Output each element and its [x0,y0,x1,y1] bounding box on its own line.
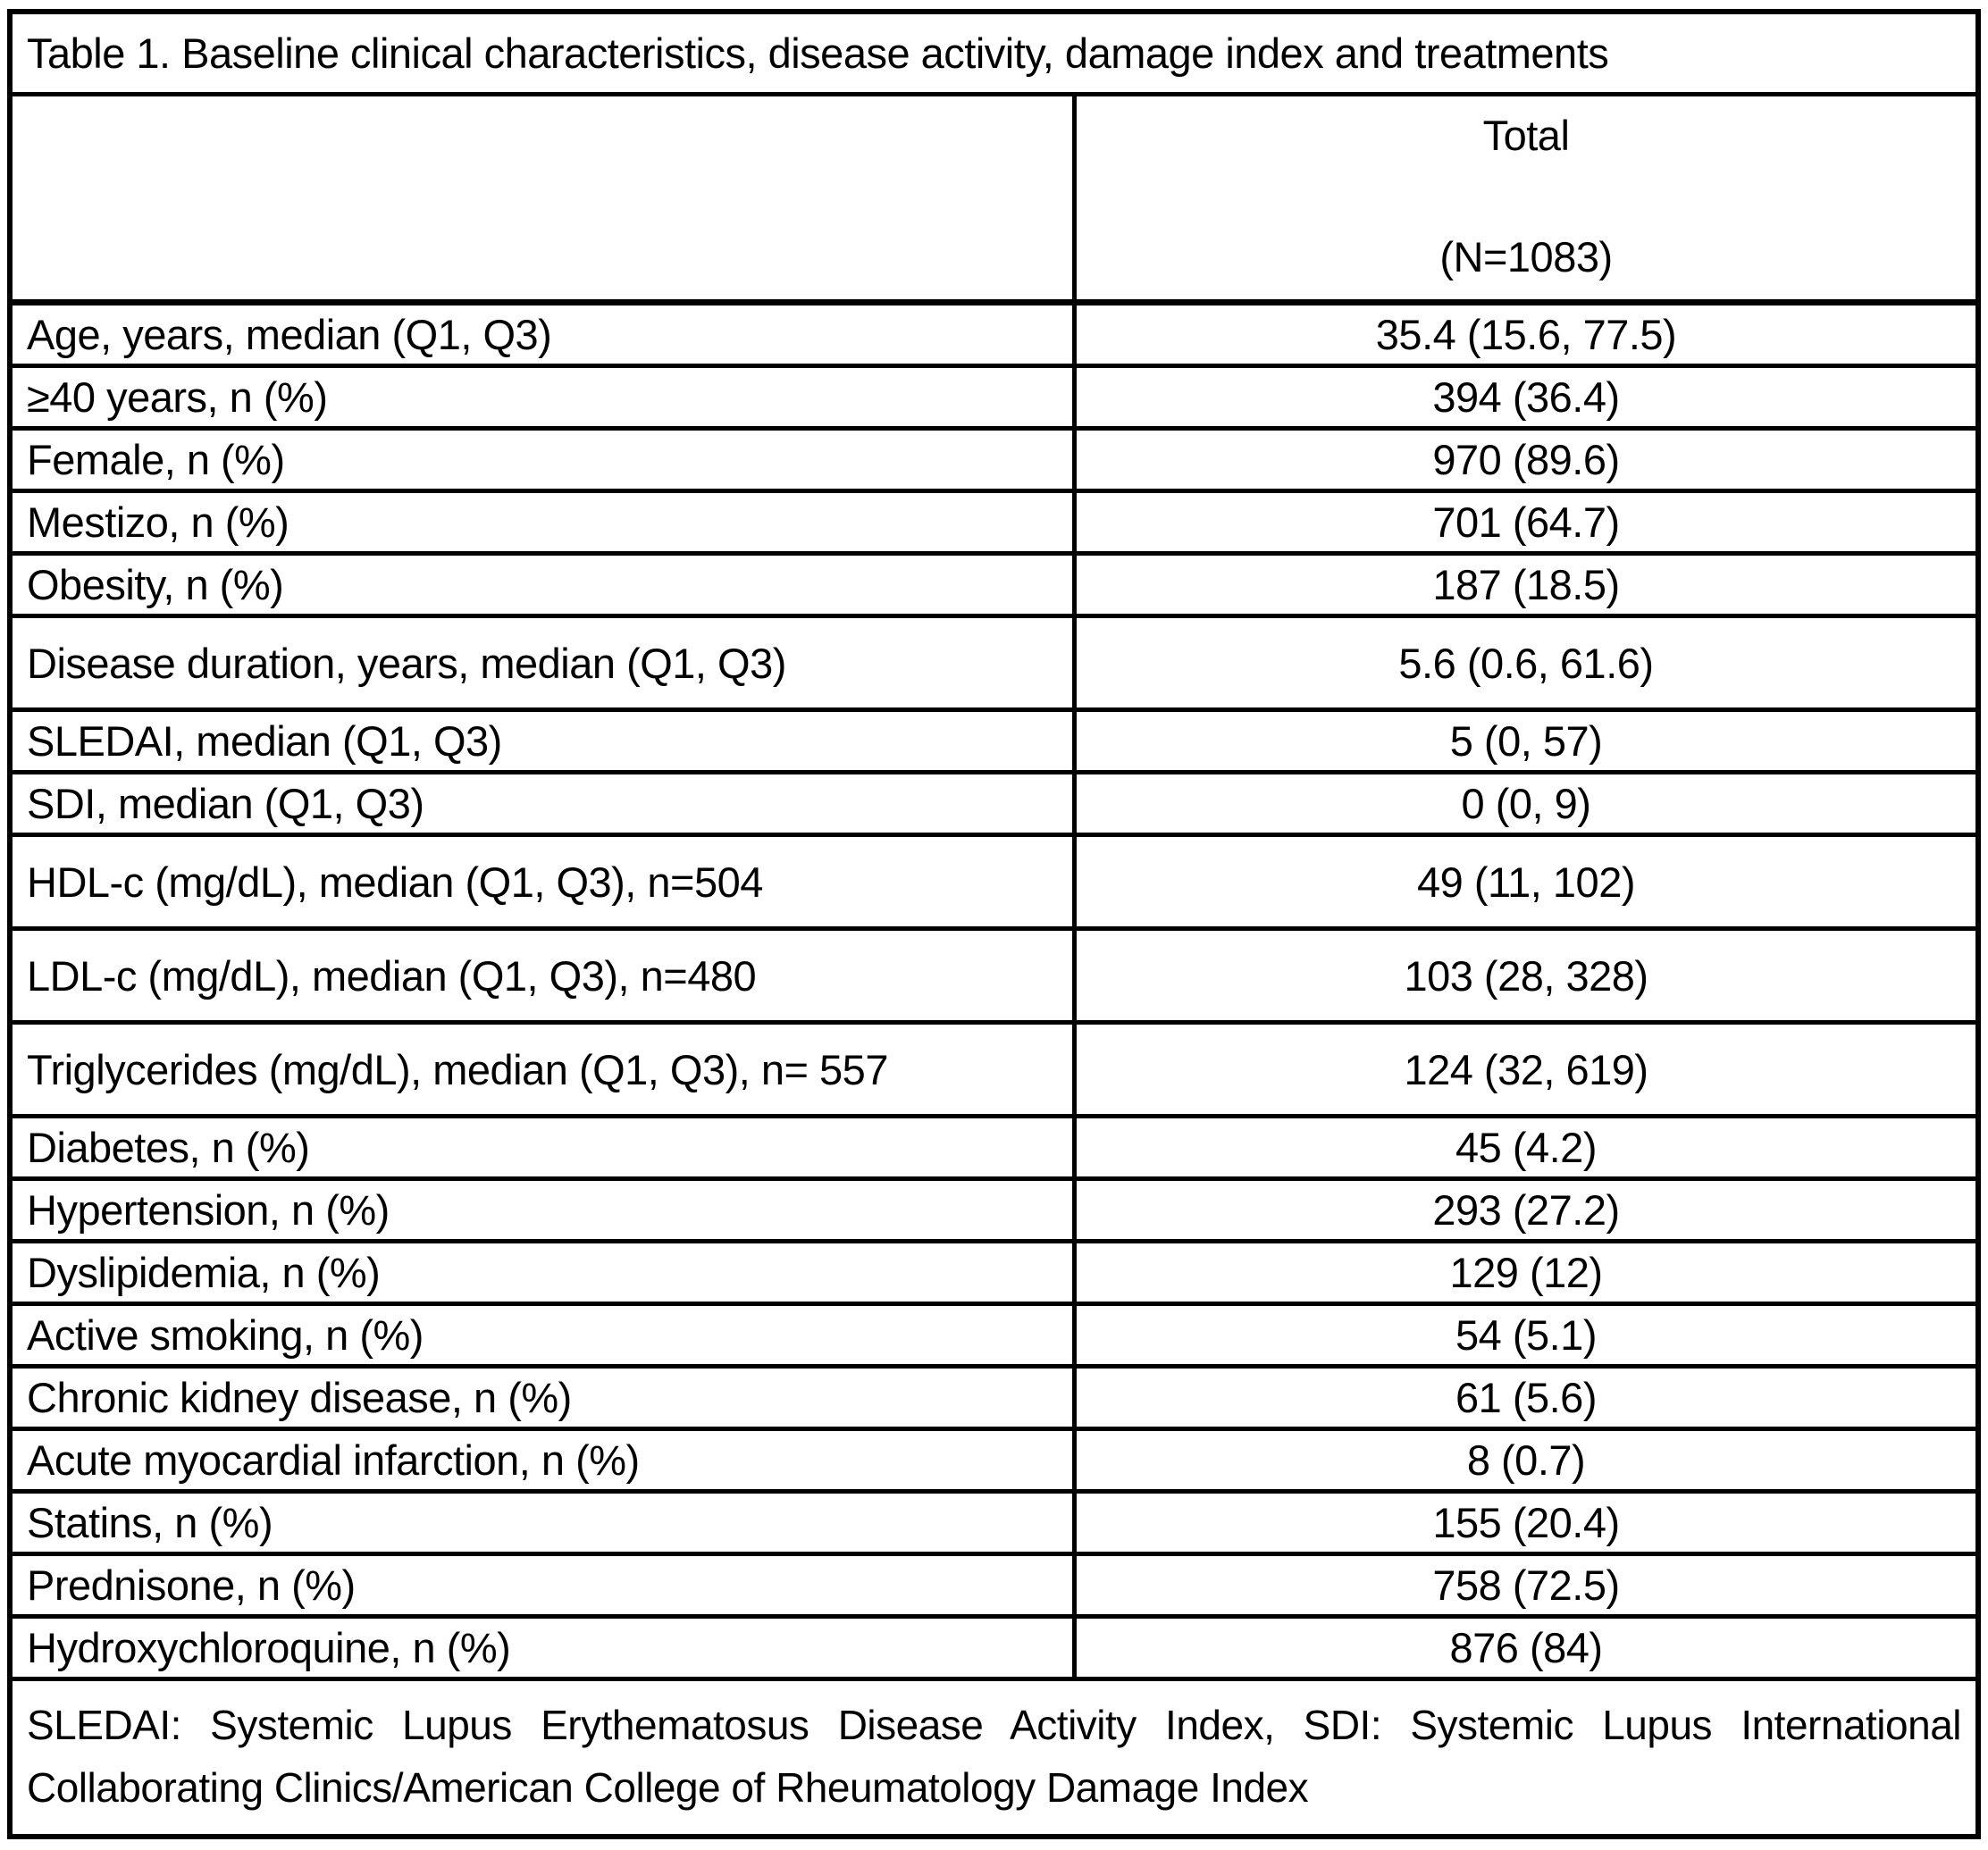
header-n-label: (N=1083) [1439,233,1613,280]
row-value: 124 (32, 619) [1072,1025,1975,1114]
row-label: Active smoking, n (%) [27,1311,424,1359]
row-label: ≥40 years, n (%) [27,373,328,421]
row-value: 5 (0, 57) [1072,712,1975,770]
row-value: 876 (84) [1072,1619,1975,1677]
header-total-label: Total [1482,112,1570,159]
table-row: ≥40 years, n (%) 394 (36.4) [13,368,1975,431]
row-value: 5.6 (0.6, 61.6) [1072,618,1975,707]
row-label: SLEDAI, median (Q1, Q3) [27,717,502,765]
table-row: Triglycerides (mg/dL), median (Q1, Q3), … [13,1025,1975,1118]
row-label: Obesity, n (%) [27,561,284,608]
row-label: Hydroxychloroquine, n (%) [27,1624,511,1671]
row-label: Dyslipidemia, n (%) [27,1249,381,1296]
row-value: 394 (36.4) [1072,368,1975,426]
header-total-cell: Total (N=1083) [1072,96,1975,299]
table-body: Age, years, median (Q1, Q3) 35.4 (15.6, 7… [13,306,1975,1681]
table-row: Hypertension, n (%) 293 (27.2) [13,1181,1975,1243]
table-row: LDL-c (mg/dL), median (Q1, Q3), n=480 103… [13,931,1975,1025]
row-label: SDI, median (Q1, Q3) [27,780,424,827]
row-label: Age, years, median (Q1, Q3) [27,311,552,358]
row-label: Chronic kidney disease, n (%) [27,1374,572,1421]
row-label: Diabetes, n (%) [27,1124,310,1171]
row-value: 293 (27.2) [1072,1181,1975,1239]
row-label: Hypertension, n (%) [27,1186,390,1234]
table-footnote: SLEDAI: Systemic Lupus Erythematosus Dis… [27,1702,1962,1811]
row-label: Acute myocardial infarction, n (%) [27,1436,640,1484]
row-label: Disease duration, years, median (Q1, Q3) [27,639,786,687]
row-value: 758 (72.5) [1072,1556,1975,1614]
row-value: 0 (0, 9) [1072,774,1975,833]
table-row: Active smoking, n (%) 54 (5.1) [13,1306,1975,1369]
row-value: 970 (89.6) [1072,431,1975,489]
row-label: Triglycerides (mg/dL), median (Q1, Q3), … [27,1045,888,1093]
row-label: Female, n (%) [27,436,285,483]
row-value: 61 (5.6) [1072,1369,1975,1427]
header-empty-cell [13,96,1072,299]
table-row: Disease duration, years, median (Q1, Q3)… [13,618,1975,712]
row-label: Statins, n (%) [27,1499,273,1546]
row-label: HDL-c (mg/dL), median (Q1, Q3), n=504 [27,858,763,906]
baseline-characteristics-table: Table 1. Baseline clinical characteristi… [7,9,1981,1839]
table-row: Age, years, median (Q1, Q3) 35.4 (15.6, 7… [13,306,1975,368]
table-row: Mestizo, n (%) 701 (64.7) [13,493,1975,556]
table-row: SDI, median (Q1, Q3) 0 (0, 9) [13,774,1975,837]
table-row: Diabetes, n (%) 45 (4.2) [13,1118,1975,1181]
table-row: Acute myocardial infarction, n (%) 8 (0.7… [13,1431,1975,1494]
row-label: LDL-c (mg/dL), median (Q1, Q3), n=480 [27,951,757,1000]
table-header-row: Total (N=1083) [13,96,1975,306]
table-row: SLEDAI, median (Q1, Q3) 5 (0, 57) [13,712,1975,774]
row-value: 103 (28, 328) [1072,931,1975,1020]
row-value: 155 (20.4) [1072,1494,1975,1552]
row-value: 45 (4.2) [1072,1118,1975,1176]
row-label: Prednisone, n (%) [27,1561,356,1609]
table-row: Chronic kidney disease, n (%) 61 (5.6) [13,1369,1975,1431]
row-value: 54 (5.1) [1072,1306,1975,1364]
row-value: 701 (64.7) [1072,493,1975,551]
row-label: Mestizo, n (%) [27,498,289,546]
table-row: HDL-c (mg/dL), median (Q1, Q3), n=504 49 … [13,837,1975,931]
row-value: 49 (11, 102) [1072,837,1975,926]
table-title: Table 1. Baseline clinical characteristi… [13,14,1975,96]
row-value: 8 (0.7) [1072,1431,1975,1489]
table-row: Obesity, n (%) 187 (18.5) [13,556,1975,618]
row-value: 129 (12) [1072,1243,1975,1302]
table-row: Female, n (%) 970 (89.6) [13,431,1975,493]
row-value: 35.4 (15.6, 77.5) [1072,306,1975,364]
row-value: 187 (18.5) [1072,556,1975,614]
table-row: Hydroxychloroquine, n (%) 876 (84) [13,1619,1975,1681]
table-row: Statins, n (%) 155 (20.4) [13,1494,1975,1556]
table-row: Dyslipidemia, n (%) 129 (12) [13,1243,1975,1306]
table-row: Prednisone, n (%) 758 (72.5) [13,1556,1975,1619]
